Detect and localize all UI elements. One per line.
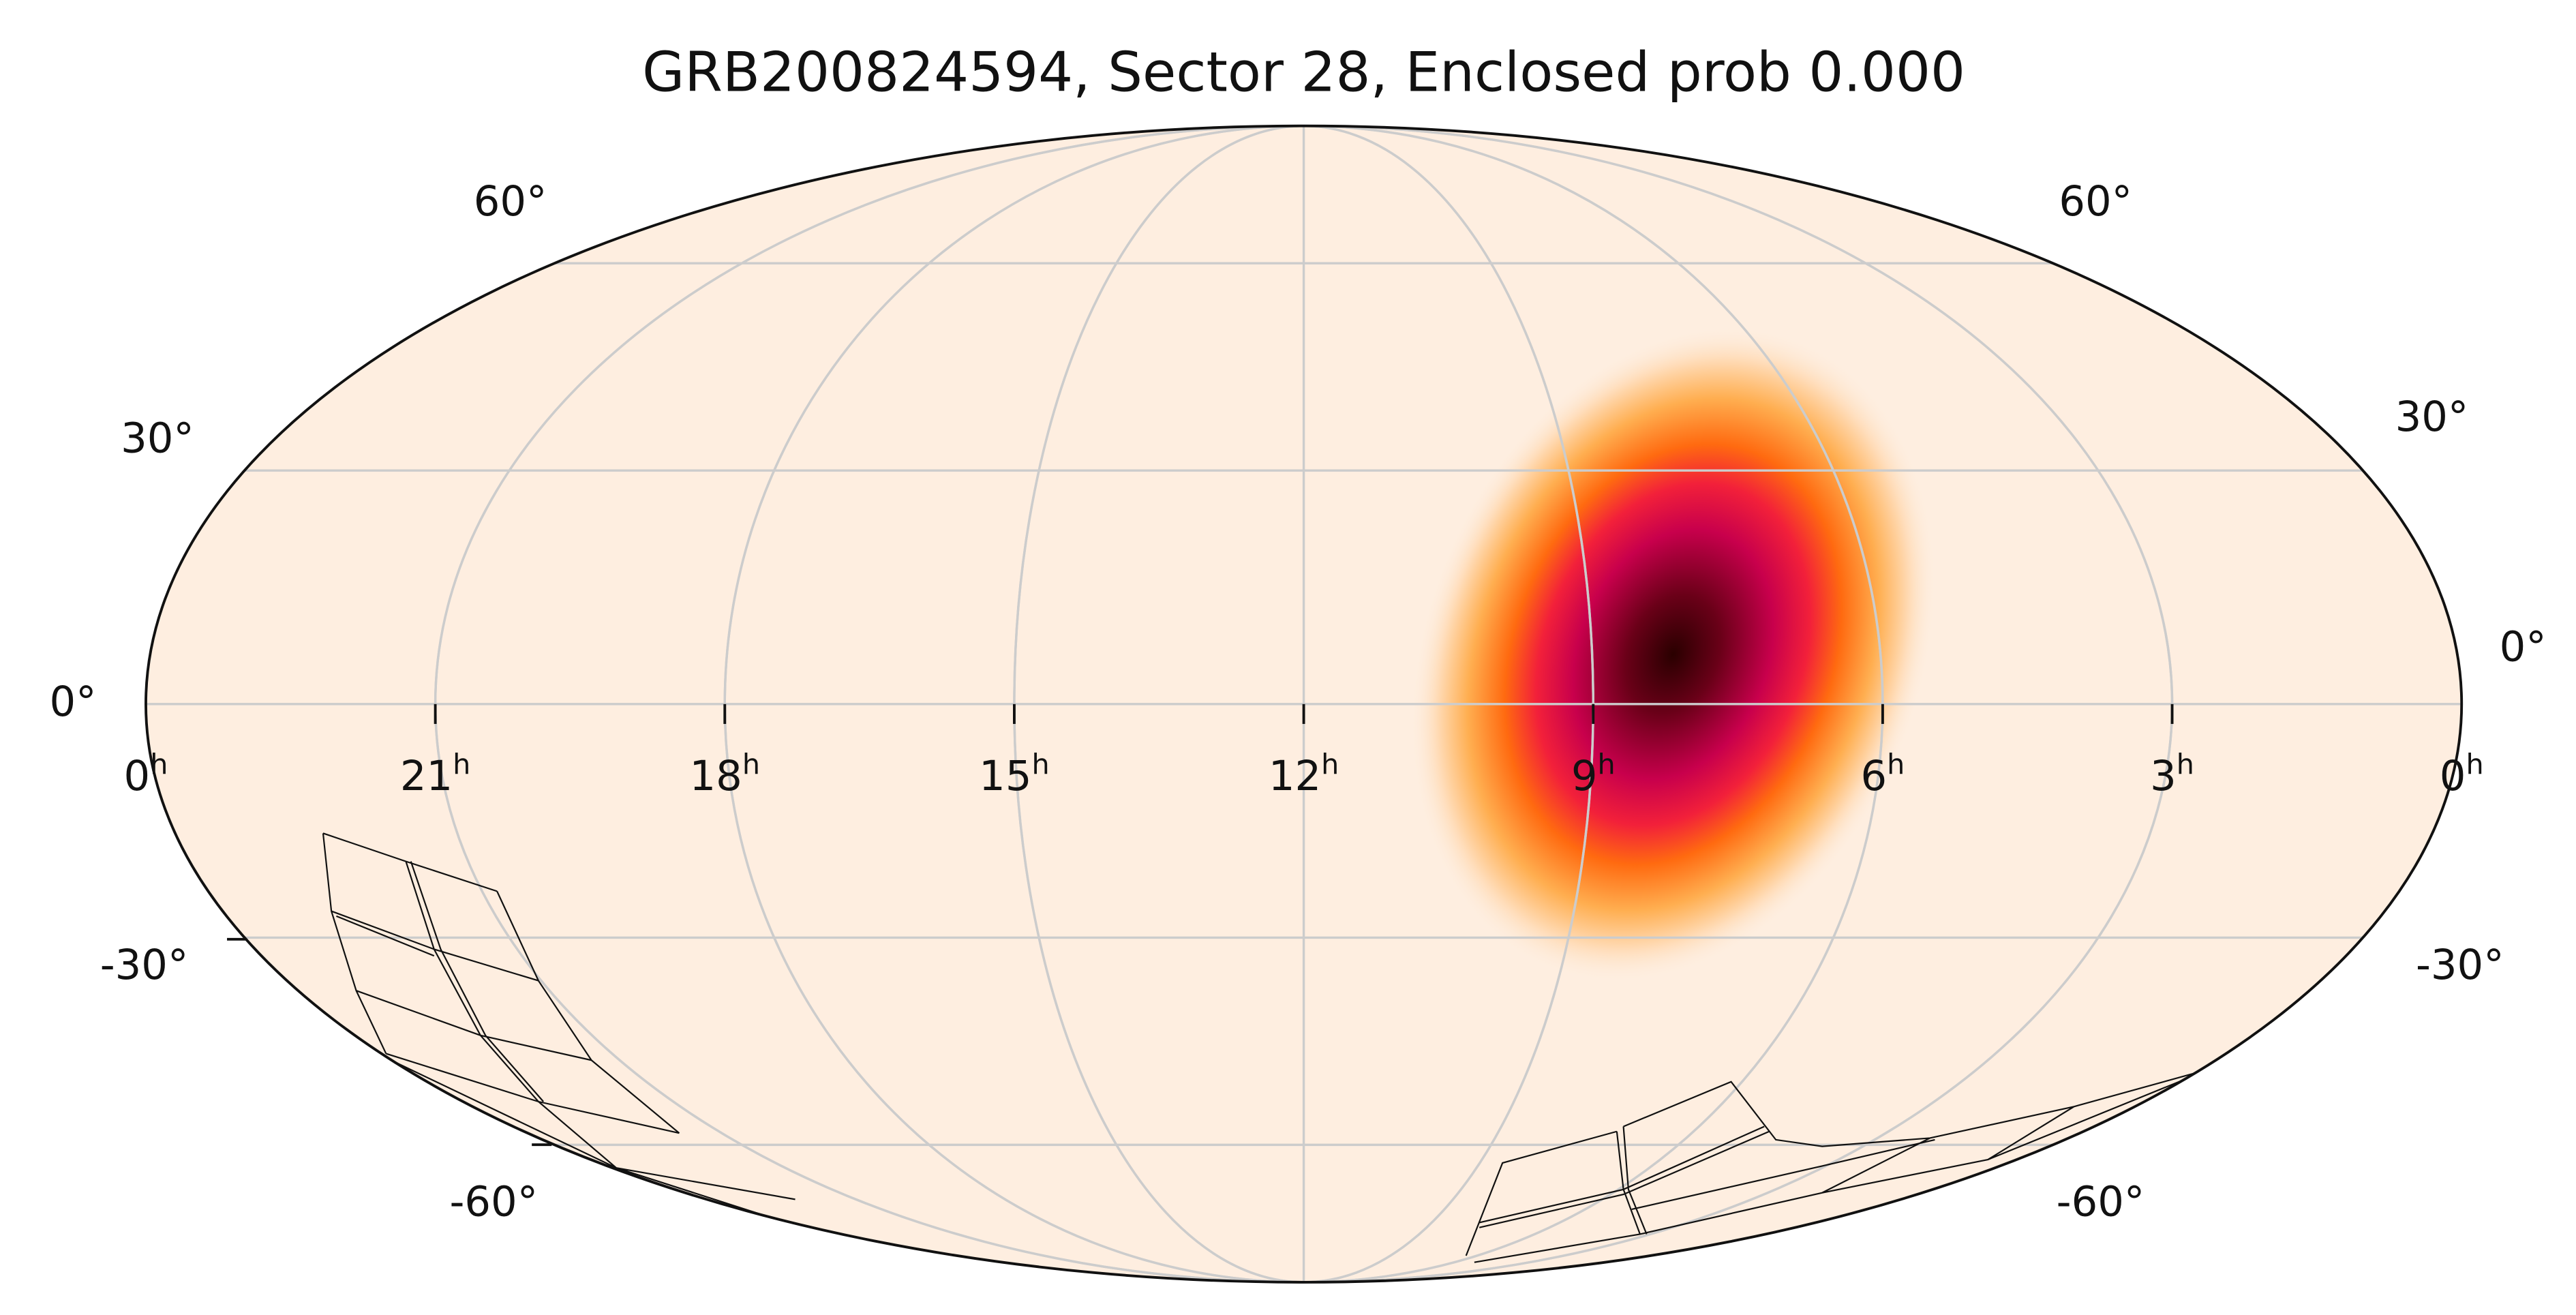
ra-unit: h bbox=[453, 748, 470, 781]
ra-unit: h bbox=[1597, 748, 1615, 781]
ra-hour: 18 bbox=[690, 753, 742, 800]
ra-hour: 15 bbox=[979, 753, 1031, 800]
probability-region bbox=[1410, 326, 1937, 983]
dec-label-right: 0° bbox=[2500, 624, 2547, 671]
dec-label-left: 30° bbox=[121, 414, 194, 462]
ra-hour: 0 bbox=[2440, 753, 2466, 800]
ra-hour: 9 bbox=[1571, 753, 1598, 800]
ra-unit: h bbox=[150, 748, 168, 781]
dec-label-right: -30° bbox=[2416, 941, 2504, 989]
ra-label: 9h bbox=[1571, 748, 1616, 800]
title: GRB200824594, Sector 28, Enclosed prob 0… bbox=[642, 41, 1965, 104]
dec-label-right: -60° bbox=[2057, 1179, 2145, 1226]
ra-hour: 21 bbox=[400, 753, 453, 800]
ra-label: 0h bbox=[124, 748, 168, 800]
ra-hour: 6 bbox=[1860, 753, 1887, 800]
dec-label-left: 0° bbox=[50, 678, 97, 726]
ra-label: 0h bbox=[2440, 748, 2484, 800]
ra-label: 15h bbox=[979, 748, 1050, 800]
sky-border bbox=[145, 124, 2464, 1284]
ra-hour: 0 bbox=[124, 753, 151, 800]
ra-hour: 12 bbox=[1269, 753, 1321, 800]
ra-unit: h bbox=[742, 748, 760, 781]
dec-label-left: -60° bbox=[449, 1179, 538, 1226]
ra-unit: h bbox=[1031, 748, 1049, 781]
dec-label-right: 30° bbox=[2395, 393, 2469, 441]
ra-hour: 3 bbox=[2150, 753, 2177, 800]
ra-unit: h bbox=[1887, 748, 1905, 781]
dec-label-left: 60° bbox=[474, 178, 547, 226]
ra-label: 18h bbox=[690, 748, 760, 800]
ra-unit: h bbox=[2466, 748, 2483, 781]
ra-unit: h bbox=[1321, 748, 1339, 781]
dec-label-right: 60° bbox=[2059, 178, 2132, 226]
ra-label: 21h bbox=[400, 748, 471, 800]
footprints bbox=[322, 832, 2212, 1282]
ra-label: 6h bbox=[1860, 748, 1905, 800]
ra-label: 12h bbox=[1269, 748, 1339, 800]
ra-label: 3h bbox=[2150, 748, 2194, 800]
ra-unit: h bbox=[2177, 748, 2194, 781]
dec-label-left: -30° bbox=[100, 941, 189, 989]
